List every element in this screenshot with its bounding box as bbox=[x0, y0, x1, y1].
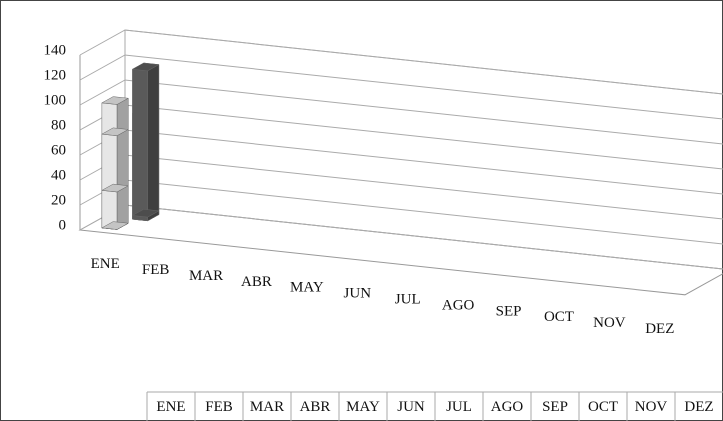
x-tick-label: DEZ bbox=[645, 321, 674, 337]
bar-top bbox=[101, 221, 130, 230]
bar-top bbox=[131, 62, 160, 72]
table-header-cell: ENE bbox=[156, 399, 185, 415]
table-header-cell: JUN bbox=[397, 399, 425, 415]
x-tick-label: SEP bbox=[496, 303, 522, 319]
bar-front bbox=[132, 68, 148, 222]
table-header-cell: DEZ bbox=[684, 399, 713, 415]
bar-top bbox=[131, 208, 160, 218]
bar-top bbox=[101, 183, 130, 193]
x-tick-label: ENE bbox=[91, 256, 120, 272]
bar-top bbox=[101, 127, 130, 136]
y-tick-label: 140 bbox=[44, 42, 67, 58]
x-tick-label: MAR bbox=[189, 268, 223, 284]
x-tick-label: NOV bbox=[593, 315, 626, 331]
x-tick-label: JUL bbox=[395, 292, 421, 308]
x-tick-label: MAY bbox=[290, 280, 324, 296]
x-tick-label: FEB bbox=[142, 262, 170, 278]
grid-line bbox=[79, 29, 723, 95]
table-header-cell: JUL bbox=[446, 399, 472, 415]
table-header-cell: MAY bbox=[346, 399, 380, 415]
y-tick-label: 20 bbox=[51, 192, 66, 208]
table-header-cell: SEP bbox=[542, 399, 568, 415]
bar bbox=[131, 62, 160, 222]
bar bbox=[101, 221, 130, 230]
y-tick-label: 100 bbox=[44, 92, 67, 108]
x-tick-label: JUN bbox=[344, 286, 372, 302]
x-tick-label: ABR bbox=[241, 274, 272, 290]
bar-top bbox=[101, 96, 130, 105]
table-header-cell: NOV bbox=[635, 399, 668, 415]
x-tick-label: AGO bbox=[442, 297, 475, 313]
y-tick-label: 80 bbox=[51, 117, 66, 133]
table-header-cell: FEB bbox=[205, 399, 233, 415]
grid-line bbox=[79, 54, 723, 120]
table-header-cell: AGO bbox=[491, 399, 524, 415]
y-tick-label: 60 bbox=[51, 142, 66, 158]
bar-side bbox=[147, 64, 160, 222]
grid-line bbox=[79, 79, 723, 145]
table-header-cell: MAR bbox=[250, 399, 284, 415]
y-tick-label: 40 bbox=[51, 167, 66, 183]
y-tick-label: 0 bbox=[59, 217, 67, 233]
bar bbox=[131, 208, 160, 222]
x-tick-label: OCT bbox=[544, 309, 574, 325]
y-tick-label: 120 bbox=[44, 67, 67, 83]
table-header-cell: OCT bbox=[588, 399, 618, 415]
table-header-cell: ABR bbox=[300, 399, 331, 415]
